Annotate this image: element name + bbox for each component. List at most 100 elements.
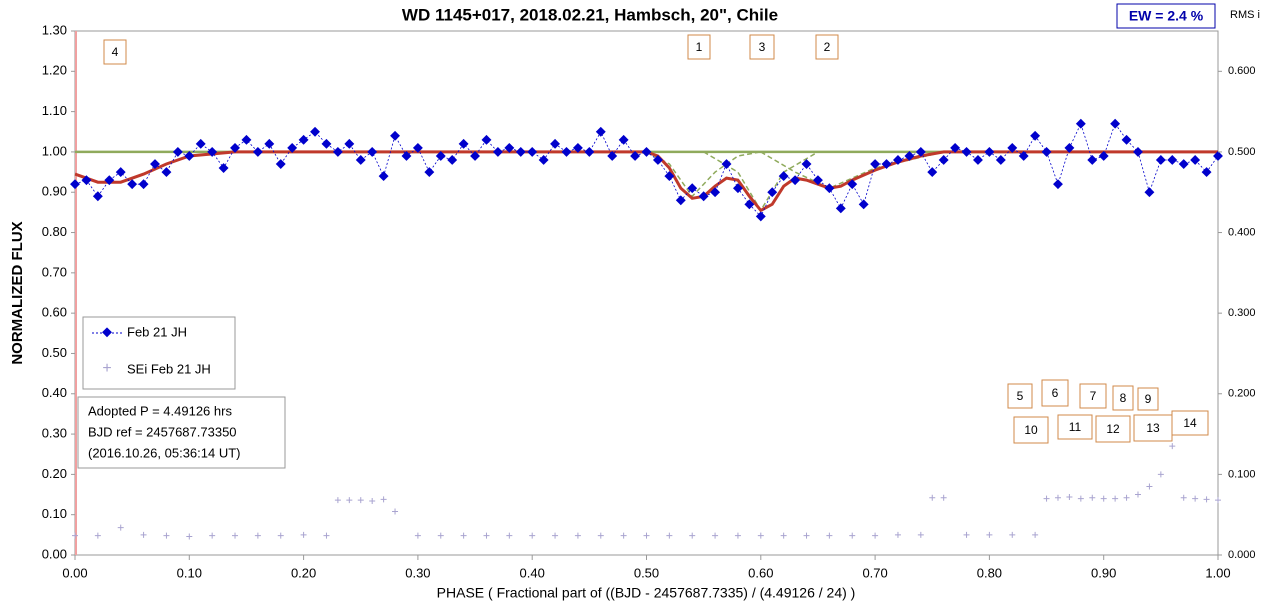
component-curve <box>760 151 944 190</box>
data-point <box>641 146 652 157</box>
annotation-box <box>1171 410 1209 436</box>
data-point <box>550 138 561 149</box>
data-point <box>1155 155 1166 165</box>
data-point <box>986 531 993 538</box>
data-point <box>437 532 444 539</box>
data-point <box>1064 142 1075 153</box>
data-point <box>506 532 513 539</box>
data-point <box>755 211 766 222</box>
data-point <box>104 175 115 186</box>
data-point <box>1178 159 1189 169</box>
data-point <box>710 187 721 198</box>
data-point <box>209 532 216 539</box>
data-point <box>424 167 435 178</box>
data-point <box>392 508 399 515</box>
x-tick-label: 0.40 <box>520 565 545 580</box>
data-point <box>675 195 686 206</box>
data-point <box>172 146 183 157</box>
data-point <box>207 146 218 157</box>
legend-label: SEi Feb 21 JH <box>127 361 211 376</box>
data-point <box>813 175 823 186</box>
data-point <box>355 155 366 165</box>
data-point <box>552 532 559 539</box>
data-point <box>618 134 629 145</box>
data-point <box>721 159 732 169</box>
data-point <box>929 494 936 501</box>
data-point <box>561 146 572 157</box>
x-tick-label: 0.90 <box>1091 565 1116 580</box>
data-point <box>1203 496 1210 503</box>
data-point <box>847 179 858 190</box>
data-point <box>872 532 879 539</box>
data-point <box>915 146 926 157</box>
data-point <box>849 532 856 539</box>
data-point <box>334 497 341 504</box>
y-tick-label: 0.30 <box>42 426 67 441</box>
data-point <box>321 138 332 149</box>
annotation-label: 3 <box>759 40 766 54</box>
ew-box <box>1116 3 1216 29</box>
data-point <box>115 167 126 178</box>
data-point <box>1134 491 1141 498</box>
data-point <box>689 532 696 539</box>
data-point <box>1112 495 1119 502</box>
data-point <box>595 126 606 137</box>
data-point <box>698 191 709 202</box>
data-point <box>826 532 833 539</box>
data-point <box>483 532 490 539</box>
annotation-box <box>1057 414 1093 440</box>
x-axis-label: PHASE ( Fractional part of ((BJD - 24576… <box>437 585 856 601</box>
annotation-label: 6 <box>1052 386 1059 400</box>
y-tick-label: 0.20 <box>42 466 67 481</box>
data-point <box>757 532 764 539</box>
data-point <box>1146 483 1153 490</box>
data-point <box>1032 531 1039 538</box>
data-point <box>218 163 229 173</box>
data-point <box>1213 151 1223 161</box>
y2-tick-label: 0.200 <box>1228 388 1256 400</box>
data-point <box>378 171 389 182</box>
data-point <box>687 183 698 194</box>
y2-tick-label: 0.100 <box>1228 468 1256 480</box>
data-point <box>894 531 901 538</box>
data-point <box>984 146 995 157</box>
data-point <box>995 155 1006 165</box>
data-point <box>367 146 378 157</box>
data-point <box>1121 134 1132 145</box>
legend-label: Feb 21 JH <box>127 324 187 339</box>
info-box <box>77 396 286 469</box>
data-point <box>458 138 469 149</box>
data-point <box>492 146 503 157</box>
data-point <box>538 155 549 165</box>
data-point <box>803 532 810 539</box>
annotation-label: 12 <box>1106 422 1120 436</box>
data-point <box>1009 531 1016 538</box>
data-point <box>401 151 412 161</box>
data-point <box>323 532 330 539</box>
annotation-label: 9 <box>1145 392 1152 406</box>
annotation-label: 8 <box>1120 391 1127 405</box>
data-point <box>1144 187 1155 198</box>
data-point <box>1123 494 1130 501</box>
data-point <box>298 134 309 145</box>
data-point <box>790 175 801 186</box>
data-point <box>1215 497 1221 504</box>
data-point <box>574 532 581 539</box>
data-point <box>275 159 286 169</box>
annotation-label: 10 <box>1024 423 1038 437</box>
data-point <box>1075 118 1086 129</box>
data-point <box>1190 155 1201 165</box>
data-point <box>1110 118 1121 129</box>
data-point <box>72 532 78 539</box>
data-point <box>780 532 787 539</box>
data-point <box>92 191 103 202</box>
data-point <box>241 134 252 145</box>
data-point <box>527 146 538 157</box>
data-point <box>652 155 663 165</box>
data-point <box>824 183 835 194</box>
data-point <box>1201 167 1212 178</box>
data-point <box>117 524 124 531</box>
data-point <box>1030 130 1041 141</box>
plot-area <box>70 118 1223 540</box>
